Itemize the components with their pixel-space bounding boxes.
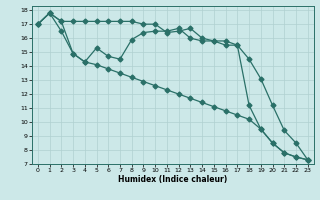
X-axis label: Humidex (Indice chaleur): Humidex (Indice chaleur)	[118, 175, 228, 184]
